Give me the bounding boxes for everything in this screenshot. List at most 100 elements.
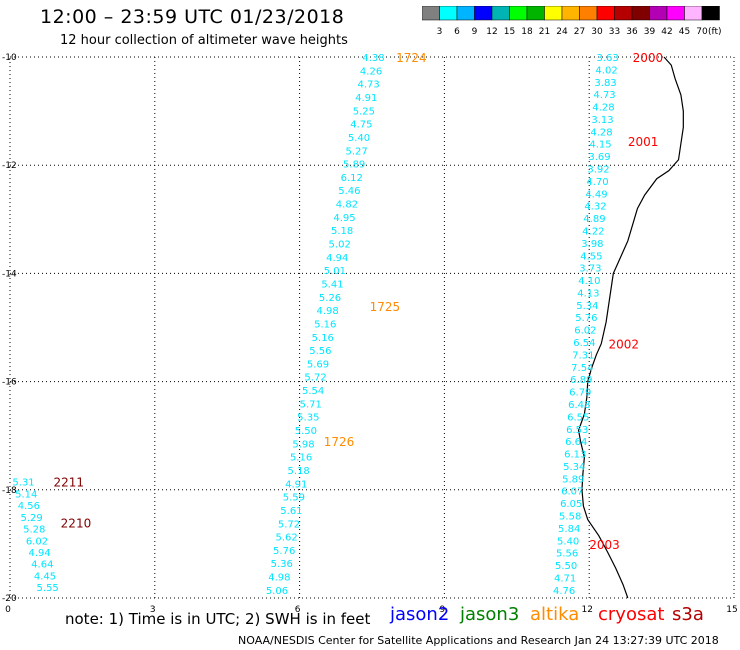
wave-height-value: 5.27	[345, 146, 367, 157]
wave-height-value: 5.31	[12, 478, 34, 489]
y-tick-label: -14	[2, 269, 17, 279]
wave-height-value: 4.98	[268, 573, 290, 584]
wave-height-value: 4.28	[590, 127, 612, 138]
wave-height-value: 4.95	[333, 213, 355, 224]
scale-swatch	[701, 6, 720, 21]
wave-height-value: 5.62	[275, 533, 297, 544]
pass-label: 2211	[53, 476, 84, 490]
wave-height-value: 4.38	[362, 53, 384, 64]
scale-label: 9	[472, 27, 478, 37]
wave-height-value: 4.75	[350, 120, 372, 131]
wave-height-value: 5.72	[278, 519, 300, 530]
wave-height-value: 6.13	[564, 450, 586, 461]
pass-label: 1724	[396, 51, 427, 65]
wave-height-value: 5.35	[297, 413, 319, 424]
wave-height-value: 5.40	[348, 133, 370, 144]
wave-height-value: 6.05	[560, 499, 582, 510]
wave-height-value: 5.34	[563, 462, 585, 473]
wave-height-value: 5.59	[283, 493, 305, 504]
wave-height-value: 7.54	[571, 363, 593, 374]
wave-height-value: 5.55	[37, 583, 59, 594]
wave-height-value: 5.50	[295, 426, 317, 437]
wave-height-value: 3.83	[594, 78, 616, 89]
wave-height-value: 4.55	[580, 251, 602, 262]
x-tick-label: 6	[295, 605, 301, 615]
y-tick-label: -12	[2, 161, 17, 171]
x-tick-label: 12	[581, 605, 592, 615]
wave-height-value: 3.98	[581, 239, 603, 250]
wave-height-value: 5.26	[319, 293, 341, 304]
y-tick-label: -16	[2, 378, 17, 388]
wave-height-value: 6.53	[566, 425, 588, 436]
scale-label: 27	[574, 27, 585, 37]
wave-height-value: 5.29	[20, 513, 42, 524]
wave-height-value: 5.16	[312, 333, 334, 344]
wave-height-value: 5.41	[321, 279, 343, 290]
wave-height-value: 3.13	[591, 115, 613, 126]
wave-height-value: 5.06	[266, 586, 288, 597]
wave-height-value: 4.02	[595, 65, 617, 76]
wave-height-value: 6.07	[561, 487, 583, 498]
wave-height-value: 4.22	[582, 226, 604, 237]
scale-label: 15	[504, 27, 515, 37]
wave-height-value: 3.63	[596, 53, 618, 64]
wave-height-value: 4.64	[31, 560, 53, 571]
map-frame	[9, 56, 735, 599]
wave-height-value: 4.49	[585, 189, 607, 200]
pass-label: 2003	[589, 538, 620, 552]
scale-label: 42	[661, 27, 672, 37]
pass-label: 2210	[61, 516, 92, 530]
wave-height-value: 4.91	[285, 479, 307, 490]
wave-height-value: 7.31	[572, 350, 594, 361]
scale-label: 36	[626, 27, 638, 37]
wave-height-value: 5.58	[559, 512, 581, 523]
wave-height-value: 5.14	[15, 489, 37, 500]
y-tick-label: -10	[2, 53, 17, 63]
wave-height-value: 5.84	[558, 524, 580, 535]
note-text: note: 1) Time is in UTC; 2) SWH is in fe…	[65, 610, 371, 628]
wave-height-value: 4.91	[355, 93, 377, 104]
scale-label: 33	[609, 27, 620, 37]
scale-label: 6	[454, 27, 460, 37]
wave-height-value: 5.76	[575, 313, 597, 324]
wave-height-value: 6.12	[341, 173, 363, 184]
wave-height-value: 5.50	[555, 561, 577, 572]
wave-height-value: 5.71	[300, 399, 322, 410]
x-tick-label: 9	[440, 605, 446, 615]
wave-height-value: 6.02	[574, 326, 596, 337]
wave-height-value: 4.26	[360, 66, 382, 77]
wave-height-value: 5.36	[271, 559, 293, 570]
map-subtitle: 12 hour collection of altimeter wave hei…	[60, 33, 348, 48]
wave-height-value: 5.56	[556, 549, 578, 560]
wave-height-value: 3.73	[579, 264, 601, 275]
wave-height-value: 5.76	[273, 546, 295, 557]
wave-height-color-scale: 3 6 9 12 15 18 21 24 27 30 33 36 39 42 45 70 (ft)	[422, 6, 722, 37]
map-title: 12:00 – 23:59 UTC 01/23/2018	[40, 6, 345, 28]
wave-height-value: 5.16	[290, 453, 312, 464]
scale-unit: (ft)	[708, 27, 722, 37]
wave-height-value: 5.89	[562, 474, 584, 485]
wave-height-value: 5.69	[307, 359, 329, 370]
wave-height-value: 5.28	[23, 525, 45, 536]
wave-height-value: 4.13	[577, 288, 599, 299]
pass-label: 2000	[633, 51, 664, 65]
x-tick-label: 3	[150, 605, 156, 615]
wave-height-value: 4.32	[584, 202, 606, 213]
wave-height-value: 4.56	[18, 501, 40, 512]
scale-label: 21	[539, 27, 550, 37]
wave-height-value: 4.70	[586, 177, 608, 188]
wave-height-value: 4.28	[592, 103, 614, 114]
scale-label: 12	[486, 27, 497, 37]
scale-label: 30	[591, 27, 603, 37]
wave-height-value: 5.34	[576, 301, 598, 312]
legend-s3a: s3a	[672, 604, 704, 625]
wave-height-value: 5.89	[343, 160, 365, 171]
wave-height-value: 4.94	[326, 253, 348, 264]
wave-height-value: 4.10	[578, 276, 600, 287]
scale-label: 18	[521, 27, 533, 37]
pass-label: 2002	[609, 338, 640, 352]
wave-height-value: 4.82	[336, 200, 358, 211]
wave-height-value: 5.16	[314, 319, 336, 330]
wave-height-value: 4.94	[29, 548, 51, 559]
